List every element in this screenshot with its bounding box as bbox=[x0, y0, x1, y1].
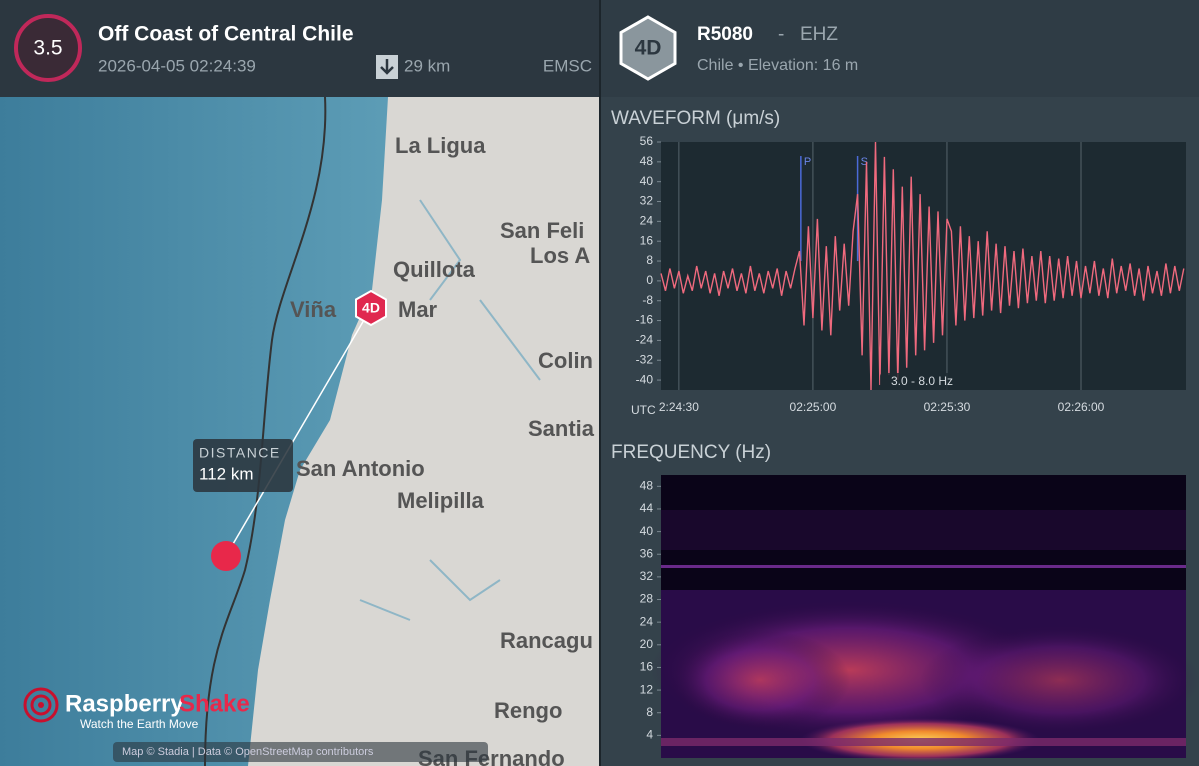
magnitude: 3.5 bbox=[33, 37, 62, 60]
y-tick-label: 56 bbox=[640, 134, 654, 148]
y-tick-label: 4 bbox=[646, 728, 653, 742]
x-unit: UTC bbox=[631, 403, 656, 417]
spectrogram bbox=[650, 475, 1199, 762]
station-code: R5080 bbox=[697, 24, 753, 45]
y-tick-label: 40 bbox=[640, 524, 654, 538]
depth-arrow bbox=[380, 59, 394, 75]
y-tick-label: -24 bbox=[636, 333, 654, 347]
y-tick-label: 16 bbox=[640, 660, 654, 674]
distance-label: DISTANCE bbox=[199, 445, 281, 461]
y-tick-label: 0 bbox=[646, 273, 653, 287]
logo-text: Raspberry bbox=[65, 690, 184, 717]
y-tick-label: 20 bbox=[640, 637, 654, 651]
phase-label: P bbox=[804, 156, 811, 168]
station-header bbox=[600, 0, 1199, 97]
y-tick-label: 12 bbox=[640, 682, 654, 696]
waveform bbox=[660, 141, 1185, 391]
rivers bbox=[359, 199, 541, 621]
event-source: EMSC bbox=[543, 56, 592, 75]
place: Melipilla bbox=[397, 488, 485, 513]
place: Rancagu bbox=[500, 628, 593, 653]
phase-label: S bbox=[861, 156, 868, 168]
y-tick-label: 32 bbox=[640, 569, 654, 583]
station-badge-text: 4D bbox=[635, 37, 662, 60]
station-details: Chile • Elevation: 16 m bbox=[697, 57, 858, 74]
station-badge bbox=[619, 15, 677, 81]
place-labels: La Ligua San Feli Los A Quillota Viña Ma… bbox=[290, 133, 595, 766]
attribution[interactable]: Map © Stadia | Data © OpenStreetMap cont… bbox=[122, 746, 374, 758]
y-tick-label: 32 bbox=[640, 194, 654, 208]
y-tick-label: 8 bbox=[646, 705, 653, 719]
y-tick-label: 16 bbox=[640, 233, 654, 247]
logo: Raspberry Shake Watch the Earth Move bbox=[23, 687, 250, 731]
chart-title: WAVEFORM (μm/s) bbox=[611, 108, 780, 129]
place: San Feli bbox=[500, 218, 584, 243]
distance-box bbox=[193, 439, 293, 492]
waveform-plot bbox=[661, 142, 1186, 390]
place: Los A bbox=[530, 243, 590, 268]
y-tick-label: 48 bbox=[640, 154, 654, 168]
y-tick-label: -8 bbox=[642, 293, 653, 307]
attribution-box bbox=[113, 742, 488, 762]
y-tick-label: 24 bbox=[640, 614, 654, 628]
tagline: Watch the Earth Move bbox=[80, 717, 199, 731]
event-marker[interactable] bbox=[211, 541, 241, 571]
event-header bbox=[0, 0, 600, 97]
y-tick-label: 8 bbox=[646, 253, 653, 267]
place: Mar bbox=[398, 297, 438, 322]
place: Viña bbox=[290, 297, 337, 322]
x-tick-label: 02:25:00 bbox=[790, 400, 837, 414]
y-tick-label: 24 bbox=[640, 214, 654, 228]
separator: - bbox=[778, 24, 784, 45]
place: Rengo bbox=[494, 698, 562, 723]
event-depth: 29 km bbox=[404, 56, 450, 75]
event-title: Off Coast of Central Chile bbox=[98, 23, 354, 46]
place: Colin bbox=[538, 348, 593, 373]
logo-text: Shake bbox=[179, 690, 250, 717]
x-tick-label: 02:25:30 bbox=[924, 400, 971, 414]
y-tick-label: 36 bbox=[640, 546, 654, 560]
event-time: 2026-04-05 02:24:39 bbox=[98, 56, 256, 75]
distance-line bbox=[225, 307, 372, 557]
y-tick-label: -32 bbox=[636, 352, 654, 366]
filter-box bbox=[880, 373, 964, 390]
chart-title: FREQUENCY (Hz) bbox=[611, 442, 771, 463]
land bbox=[248, 97, 600, 766]
place: Santia bbox=[528, 416, 595, 441]
y-tick-label: -16 bbox=[636, 313, 654, 327]
magnitude-badge bbox=[14, 14, 82, 82]
y-tick-label: 28 bbox=[640, 592, 654, 606]
y-tick-label: 44 bbox=[640, 501, 654, 515]
distance-value: 112 km bbox=[199, 464, 254, 483]
station-marker[interactable] bbox=[355, 289, 387, 327]
place: Quillota bbox=[393, 257, 476, 282]
station-marker-label: 4D bbox=[362, 300, 380, 316]
place: La Ligua bbox=[395, 133, 486, 158]
y-tick-label: 40 bbox=[640, 174, 654, 188]
channel: EHZ bbox=[800, 24, 838, 45]
map: La Ligua San Feli Los A Quillota Viña Ma… bbox=[0, 97, 600, 766]
place: San Antonio bbox=[296, 456, 425, 481]
x-tick-label: 02:26:00 bbox=[1058, 400, 1105, 414]
x-tick-label: 2:24:30 bbox=[659, 400, 699, 414]
y-tick-label: -40 bbox=[636, 372, 654, 386]
filter-label: 3.0 - 8.0 Hz bbox=[891, 374, 953, 388]
y-tick-label: 48 bbox=[640, 478, 654, 492]
